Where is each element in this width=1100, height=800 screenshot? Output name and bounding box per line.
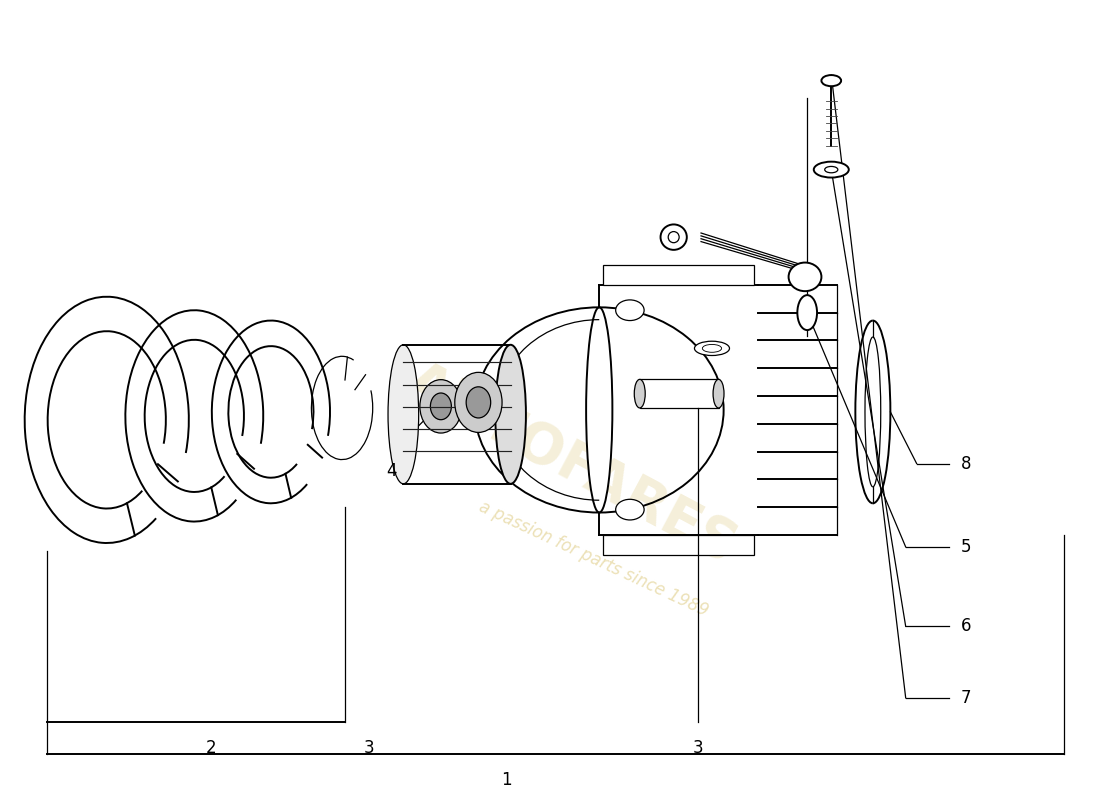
Ellipse shape bbox=[586, 307, 613, 513]
Ellipse shape bbox=[814, 162, 849, 178]
Ellipse shape bbox=[660, 225, 686, 250]
Ellipse shape bbox=[24, 297, 189, 543]
Text: 5: 5 bbox=[960, 538, 971, 556]
Text: 7: 7 bbox=[960, 689, 971, 707]
Ellipse shape bbox=[420, 380, 462, 433]
Ellipse shape bbox=[616, 499, 645, 520]
Text: 4: 4 bbox=[386, 462, 397, 481]
Bar bbox=[603, 535, 754, 555]
Text: 3: 3 bbox=[364, 739, 375, 758]
Ellipse shape bbox=[430, 393, 451, 420]
Ellipse shape bbox=[212, 321, 330, 503]
Text: 2: 2 bbox=[206, 739, 216, 758]
Ellipse shape bbox=[798, 295, 817, 330]
Ellipse shape bbox=[616, 300, 645, 321]
Text: a passion for parts since 1989: a passion for parts since 1989 bbox=[476, 498, 712, 620]
Ellipse shape bbox=[495, 345, 526, 484]
Text: 3: 3 bbox=[692, 739, 703, 758]
Text: AUTOFARES: AUTOFARES bbox=[397, 354, 747, 574]
Text: 6: 6 bbox=[960, 618, 971, 635]
Ellipse shape bbox=[125, 310, 263, 522]
Ellipse shape bbox=[713, 379, 724, 408]
Ellipse shape bbox=[789, 262, 822, 291]
Ellipse shape bbox=[454, 372, 502, 433]
Ellipse shape bbox=[694, 342, 729, 355]
Text: 1: 1 bbox=[500, 771, 512, 789]
Ellipse shape bbox=[466, 387, 491, 418]
Ellipse shape bbox=[668, 231, 679, 242]
Bar bbox=[603, 265, 754, 285]
Ellipse shape bbox=[822, 75, 842, 86]
Ellipse shape bbox=[635, 379, 646, 408]
Ellipse shape bbox=[388, 345, 419, 484]
Bar bbox=[640, 379, 718, 408]
Ellipse shape bbox=[825, 166, 838, 173]
Text: 8: 8 bbox=[960, 454, 971, 473]
